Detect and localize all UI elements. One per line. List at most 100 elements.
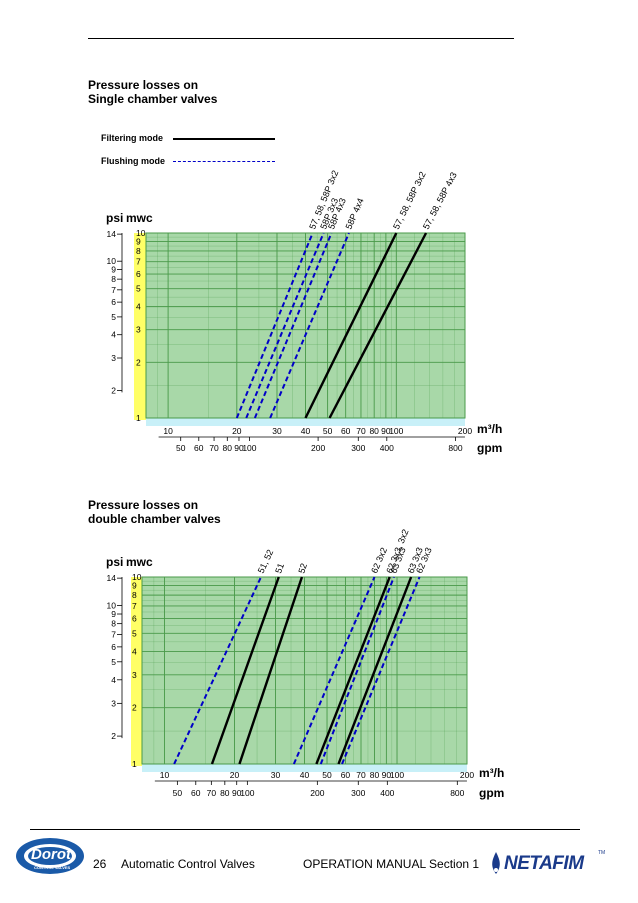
gpm-tick-label: 100: [240, 788, 254, 798]
gpm-tick-label: 90: [232, 788, 242, 798]
psi-tick-label: 9: [111, 609, 116, 619]
footer-rule: [30, 829, 580, 830]
gpm-tick-label: 400: [380, 788, 394, 798]
m3h-axis-strip: [142, 764, 467, 772]
chart1-title-line2: Single chamber valves: [88, 92, 218, 106]
mwc-tick-label: 3: [136, 325, 141, 335]
dorot-logo-sub: CONTROL VALVES: [34, 865, 71, 870]
mwc-tick-label: 2: [132, 703, 137, 713]
mwc-tick-label: 10: [132, 572, 142, 582]
gpm-tick-label: 60: [194, 443, 204, 453]
gpm-tick-label: 70: [207, 788, 217, 798]
psi-tick-label: 5: [111, 312, 116, 322]
mwc-axis-strip: [131, 577, 142, 766]
psi-tick-label: 14: [107, 573, 117, 583]
mwc-tick-label: 5: [132, 628, 137, 638]
series-line-filtering: [210, 576, 280, 765]
gpm-tick-label: 60: [191, 788, 201, 798]
mwc-tick-label: 1: [136, 413, 141, 423]
m3h-tick-label: 90: [381, 426, 391, 436]
gpm-tick-label: 300: [351, 788, 365, 798]
m3h-tick-label: 40: [300, 770, 310, 780]
m3h-axis-strip: [146, 418, 465, 426]
legend-filtering-label: Filtering mode: [101, 133, 164, 143]
mwc-tick-label: 8: [132, 590, 137, 600]
gpm-tick-label: 300: [351, 443, 365, 453]
m3h-tick-label: 70: [356, 426, 366, 436]
m3h-tick-label: 50: [323, 426, 333, 436]
gpm-unit-label: gpm: [479, 786, 504, 800]
psi-label: psi: [106, 555, 123, 569]
psi-tick-label: 4: [111, 330, 116, 340]
mwc-tick-label: 1: [132, 759, 137, 769]
legend-flushing-label: Flushing mode: [101, 156, 165, 166]
psi-tick-label: 6: [111, 642, 116, 652]
chart2-title-line1: Pressure losses on: [88, 498, 199, 512]
series-line-flushing: [269, 232, 350, 419]
psi-tick-label: 7: [111, 629, 116, 639]
footer-left-text: Automatic Control Valves: [121, 857, 255, 871]
m3h-tick-label: 40: [301, 426, 311, 436]
psi-tick-label: 4: [111, 675, 116, 685]
m3h-tick-label: 60: [341, 770, 351, 780]
gpm-unit-label: gpm: [477, 441, 502, 455]
footer-right-text: OPERATION MANUAL Section 1: [303, 857, 480, 871]
series-line-flushing: [245, 232, 325, 419]
m3h-tick-label: 100: [389, 426, 403, 436]
gpm-tick-label: 100: [242, 443, 256, 453]
m3h-tick-label: 200: [460, 770, 474, 780]
m3h-unit-label: m³/h: [477, 422, 502, 436]
series-line-filtering: [238, 576, 304, 765]
gpm-tick-label: 200: [311, 443, 325, 453]
m3h-tick-label: 10: [160, 770, 170, 780]
dorot-logo-text: Dorot: [31, 846, 71, 863]
m3h-tick-label: 30: [271, 770, 281, 780]
m3h-tick-label: 30: [272, 426, 282, 436]
gpm-tick-label: 800: [450, 788, 464, 798]
psi-tick-label: 7: [111, 285, 116, 295]
legend-flushing-line: [173, 161, 275, 162]
m3h-tick-label: 10: [163, 426, 173, 436]
netafim-logo-tm: TM: [598, 850, 606, 856]
series-label: 51: [273, 562, 286, 575]
series-line-flushing: [173, 576, 262, 765]
series-line-flushing: [235, 232, 314, 419]
mwc-tick-label: 6: [132, 613, 137, 623]
m3h-tick-label: 50: [322, 770, 332, 780]
m3h-tick-label: 100: [390, 770, 404, 780]
psi-tick-label: 5: [111, 657, 116, 667]
psi-tick-label: 8: [111, 274, 116, 284]
psi-tick-label: 3: [111, 698, 116, 708]
mwc-label: mwc: [126, 555, 153, 569]
mwc-tick-label: 4: [132, 646, 137, 656]
psi-tick-label: 6: [111, 297, 116, 307]
netafim-logo: NETAFIM TM: [488, 848, 622, 880]
series-line-flushing: [292, 576, 376, 765]
gpm-tick-label: 70: [209, 443, 219, 453]
mwc-tick-label: 2: [136, 357, 141, 367]
m3h-tick-label: 200: [458, 426, 472, 436]
m3h-tick-label: 80: [369, 426, 379, 436]
psi-tick-label: 8: [111, 619, 116, 629]
m3h-unit-label: m³/h: [479, 766, 504, 780]
psi-tick-label: 10: [107, 256, 117, 266]
mwc-tick-label: 4: [136, 302, 141, 312]
m3h-tick-label: 80: [370, 770, 380, 780]
mwc-label: mwc: [126, 211, 153, 225]
chart2-title-line2: double chamber valves: [88, 512, 221, 526]
gpm-tick-label: 80: [223, 443, 233, 453]
mwc-tick-label: 6: [136, 269, 141, 279]
page-number: 26: [93, 857, 107, 871]
legend-filtering-line: [173, 138, 275, 140]
series-label: 52: [296, 562, 309, 575]
netafim-logo-text: NETAFIM: [504, 853, 584, 874]
psi-tick-label: 2: [111, 385, 116, 395]
gpm-tick-label: 50: [173, 788, 183, 798]
psi-tick-label: 10: [107, 601, 117, 611]
m3h-tick-label: 20: [230, 770, 240, 780]
mwc-tick-label: 3: [132, 670, 137, 680]
gpm-tick-label: 400: [380, 443, 394, 453]
